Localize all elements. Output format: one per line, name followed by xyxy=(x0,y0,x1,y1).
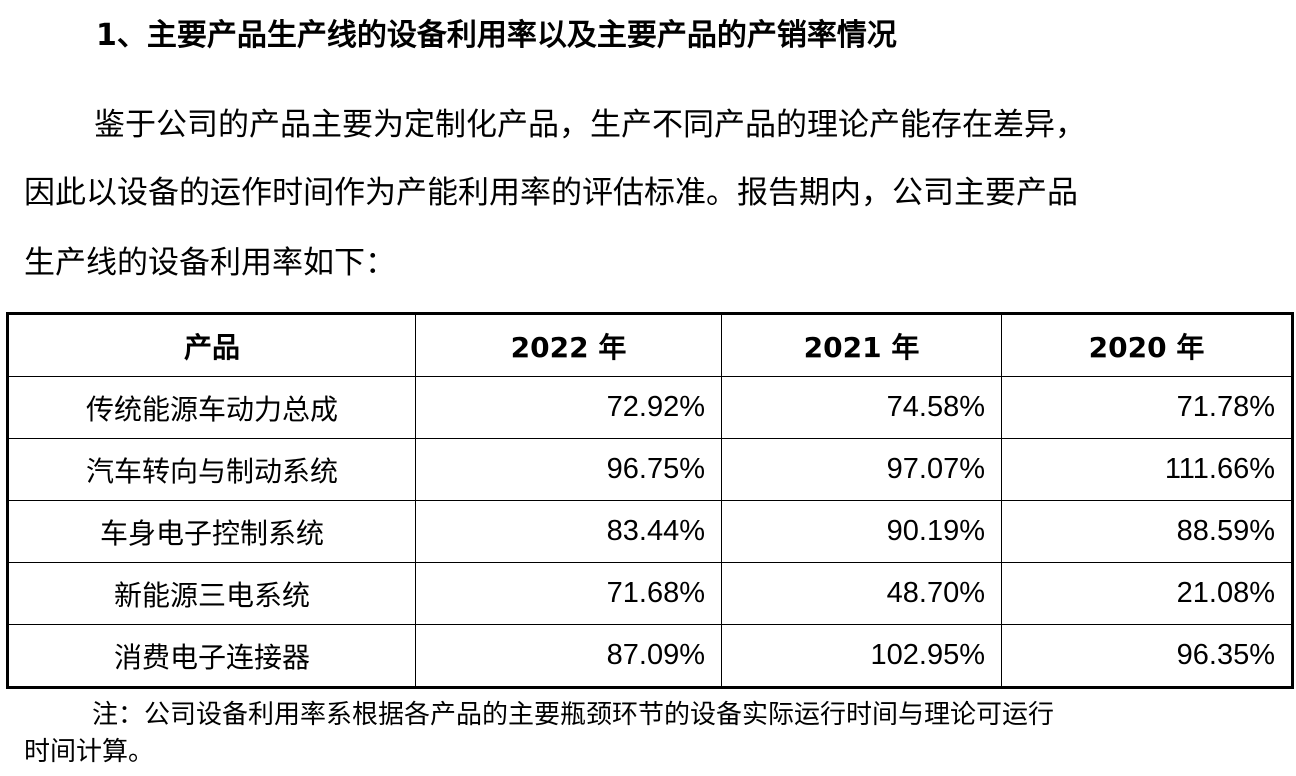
utilization-2021: 90.19% xyxy=(721,500,1002,563)
header-product: 产品 xyxy=(7,313,416,377)
utilization-table: 产品 2022 年 2021 年 2020 年 传统能源车动力总成 72.92%… xyxy=(6,312,1294,689)
product-name: 汽车转向与制动系统 xyxy=(7,438,416,501)
utilization-2022: 72.92% xyxy=(415,376,722,439)
utilization-2022: 83.44% xyxy=(415,500,722,563)
table-row: 新能源三电系统 71.68% 48.70% 21.08% xyxy=(7,562,1293,625)
footnote-line-1: 注：公司设备利用率系根据各产品的主要瓶颈环节的设备实际运行时间与理论可运行 xyxy=(92,700,1055,730)
product-name: 新能源三电系统 xyxy=(7,562,416,625)
header-2021: 2021 年 xyxy=(721,313,1002,377)
utilization-2022: 87.09% xyxy=(415,624,722,688)
footnote-line-2: 时间计算。 xyxy=(24,737,155,767)
header-2020: 2020 年 xyxy=(1001,313,1293,377)
utilization-2020: 96.35% xyxy=(1001,624,1293,688)
utilization-2020: 111.66% xyxy=(1001,438,1293,501)
intro-paragraph-line-3: 生产线的设备利用率如下： xyxy=(24,245,396,281)
utilization-2021: 102.95% xyxy=(721,624,1002,688)
header-2022: 2022 年 xyxy=(415,313,722,377)
utilization-2022: 71.68% xyxy=(415,562,722,625)
utilization-2021: 74.58% xyxy=(721,376,1002,439)
utilization-2020: 21.08% xyxy=(1001,562,1293,625)
intro-paragraph-line-2: 因此以设备的运作时间作为产能利用率的评估标准。报告期内，公司主要产品 xyxy=(24,175,1078,211)
utilization-2021: 48.70% xyxy=(721,562,1002,625)
intro-paragraph-line-1: 鉴于公司的产品主要为定制化产品，生产不同产品的理论产能存在差异， xyxy=(94,107,1086,143)
product-name: 车身电子控制系统 xyxy=(7,500,416,563)
utilization-2021: 97.07% xyxy=(721,438,1002,501)
table-header-row: 产品 2022 年 2021 年 2020 年 xyxy=(7,313,1293,377)
table-row: 消费电子连接器 87.09% 102.95% 96.35% xyxy=(7,624,1293,688)
utilization-2020: 88.59% xyxy=(1001,500,1293,563)
section-heading: 1、主要产品生产线的设备利用率以及主要产品的产销率情况 xyxy=(96,18,897,53)
product-name: 传统能源车动力总成 xyxy=(7,376,416,439)
table-row: 车身电子控制系统 83.44% 90.19% 88.59% xyxy=(7,500,1293,563)
utilization-2020: 71.78% xyxy=(1001,376,1293,439)
product-name: 消费电子连接器 xyxy=(7,624,416,688)
table-row: 汽车转向与制动系统 96.75% 97.07% 111.66% xyxy=(7,438,1293,501)
table-row: 传统能源车动力总成 72.92% 74.58% 71.78% xyxy=(7,376,1293,439)
utilization-2022: 96.75% xyxy=(415,438,722,501)
